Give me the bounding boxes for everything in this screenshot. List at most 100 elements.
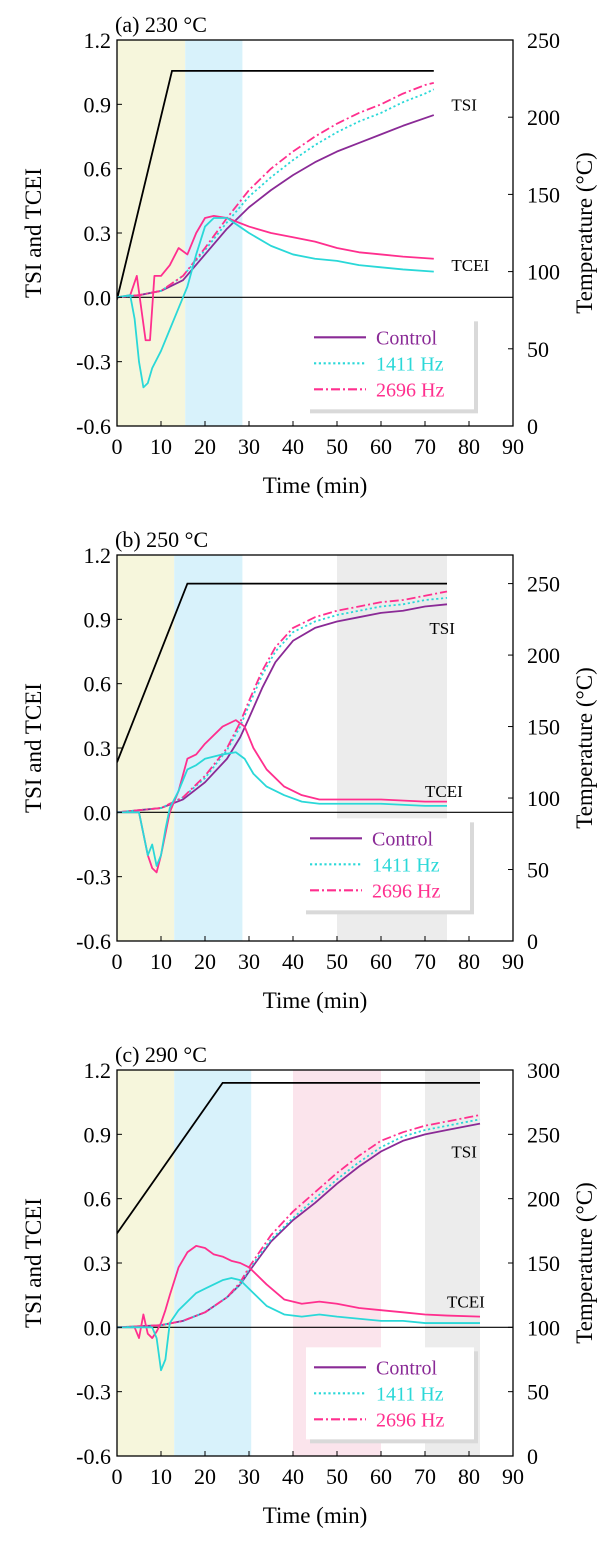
y2-tick-label: 250: [527, 1122, 560, 1147]
temperature-line: [117, 582, 447, 763]
series-tsi-1411-hz: [117, 1118, 481, 1329]
y-tick-label: -0.6: [76, 929, 111, 954]
y2-tick-label: 100: [527, 1315, 560, 1340]
y-tick-label: 0.0: [84, 285, 112, 310]
shaded-region-0: [117, 40, 186, 426]
chart-panel-c: 0 10 20 30 40 50 60 70 80 90 -0.6 -0.3 0.0 0.3 0.6 0.9 1…: [21, 1042, 597, 1528]
y2-tick-label: 0: [527, 1444, 538, 1469]
legend-label: 1411 Hz: [376, 353, 444, 375]
legend: Control 1411 Hz 2696 Hz: [302, 818, 474, 915]
y-tick-label: 1.2: [84, 543, 112, 568]
shaded-region-1: [185, 40, 243, 426]
x-axis-label: Time (min): [263, 988, 368, 1013]
panel-label: (c) 290 °C: [115, 1042, 207, 1067]
x-tick-label: 70: [414, 1464, 436, 1489]
series-tcei-control: [117, 719, 447, 874]
y2-tick-label: 250: [527, 28, 560, 53]
y2-tick-label: 0: [527, 414, 538, 439]
annotation-tcei: TCEI: [451, 256, 489, 275]
y-tick-label: 0.6: [84, 1187, 112, 1212]
x-tick-label: 60: [370, 949, 392, 974]
y-tick-label: 0.9: [84, 1122, 112, 1147]
temperature-line: [117, 69, 434, 300]
x-tick-label: 50: [326, 434, 348, 459]
x-tick-label: 80: [458, 949, 480, 974]
series-tcei-control: [117, 1244, 481, 1339]
annotation-tsi: TSI: [429, 619, 455, 638]
y-tick-label: 1.2: [84, 28, 112, 53]
x-tick-label: 90: [502, 434, 524, 459]
x-tick-label: 30: [238, 949, 260, 974]
y-tick-label: 0.3: [84, 221, 112, 246]
temperature-line: [117, 1081, 480, 1234]
series-tsi-2696-hz: [117, 590, 448, 814]
annotation-tcei: TCEI: [425, 782, 463, 801]
y2-tick-label: 100: [527, 260, 560, 285]
x-tick-label: 80: [458, 434, 480, 459]
legend-label: 1411 Hz: [376, 1383, 444, 1405]
series-tsi-1411-hz: [117, 596, 448, 814]
x-tick-label: 70: [414, 949, 436, 974]
y2-tick-label: 50: [527, 1380, 549, 1405]
y2-tick-label: 50: [527, 858, 549, 883]
x-tick-label: 80: [458, 1464, 480, 1489]
annotation-tsi: TSI: [451, 95, 477, 114]
y-tick-label: -0.6: [76, 414, 111, 439]
x-tick-label: 40: [282, 1464, 304, 1489]
y-tick-label: -0.3: [76, 865, 111, 890]
x-tick-label: 30: [238, 434, 260, 459]
x-tick-label: 0: [112, 1464, 123, 1489]
x-tick-label: 0: [112, 949, 123, 974]
series-tcei-1411-hz: [117, 751, 447, 867]
legend: Control 1411 Hz 2696 Hz: [306, 1347, 478, 1444]
x-tick-label: 10: [150, 434, 172, 459]
x-tick-label: 50: [326, 1464, 348, 1489]
series-tsi-control: [117, 603, 448, 814]
series-tcei-1411-hz: [117, 217, 434, 389]
panel-label: (a) 230 °C: [115, 12, 207, 37]
series-tsi-control: [117, 114, 435, 299]
y2-axis-label: Temperature (°C): [572, 152, 597, 313]
y2-tick-label: 150: [527, 182, 560, 207]
x-tick-label: 10: [150, 1464, 172, 1489]
y-tick-label: -0.3: [76, 1380, 111, 1405]
x-tick-label: 40: [282, 949, 304, 974]
chart-panel-a: 0 10 20 30 40 50 60 70 80 90 -0.6 -0.3 0.0 0.3 0.6 0.9 1…: [21, 12, 597, 498]
x-tick-label: 30: [238, 1464, 260, 1489]
y-tick-label: 0.0: [84, 800, 112, 825]
y-tick-label: 0.9: [84, 607, 112, 632]
y2-tick-label: 200: [527, 1187, 560, 1212]
legend-label: 2696 Hz: [376, 1409, 444, 1431]
y2-tick-label: 0: [527, 929, 538, 954]
y2-tick-label: 50: [527, 337, 549, 362]
y2-axis-label: Temperature (°C): [572, 667, 597, 828]
shaded-region-1: [174, 555, 243, 941]
panel-label: (b) 250 °C: [115, 527, 208, 552]
x-tick-label: 20: [194, 434, 216, 459]
legend-label: 2696 Hz: [376, 379, 444, 401]
y2-tick-label: 200: [527, 105, 560, 130]
y2-tick-label: 300: [527, 1058, 560, 1083]
y-axis-label: TSI and TCEI: [21, 683, 46, 813]
y-tick-label: 0.3: [84, 736, 112, 761]
x-tick-label: 50: [326, 949, 348, 974]
y2-tick-label: 100: [527, 786, 560, 811]
x-tick-label: 60: [370, 1464, 392, 1489]
x-axis-label: Time (min): [263, 1503, 368, 1528]
series-group: [117, 582, 448, 874]
x-tick-label: 70: [414, 434, 436, 459]
x-tick-label: 0: [112, 434, 123, 459]
legend-label: 1411 Hz: [372, 854, 440, 876]
y-tick-label: -0.3: [76, 350, 111, 375]
y2-tick-label: 250: [527, 572, 560, 597]
x-tick-label: 20: [194, 1464, 216, 1489]
series-tsi-2696-hz: [117, 1114, 481, 1329]
y-tick-label: 0.6: [84, 157, 112, 182]
x-tick-label: 40: [282, 434, 304, 459]
y-tick-label: 0.3: [84, 1251, 112, 1276]
y2-tick-label: 150: [527, 715, 560, 740]
legend: Control 1411 Hz 2696 Hz: [306, 317, 478, 414]
chart-panel-b: 0 10 20 30 40 50 60 70 80 90 -0.6 -0.3 0.0 0.3 0.6 0.9 1…: [21, 527, 597, 1013]
y2-axis-label: Temperature (°C): [572, 1182, 597, 1343]
